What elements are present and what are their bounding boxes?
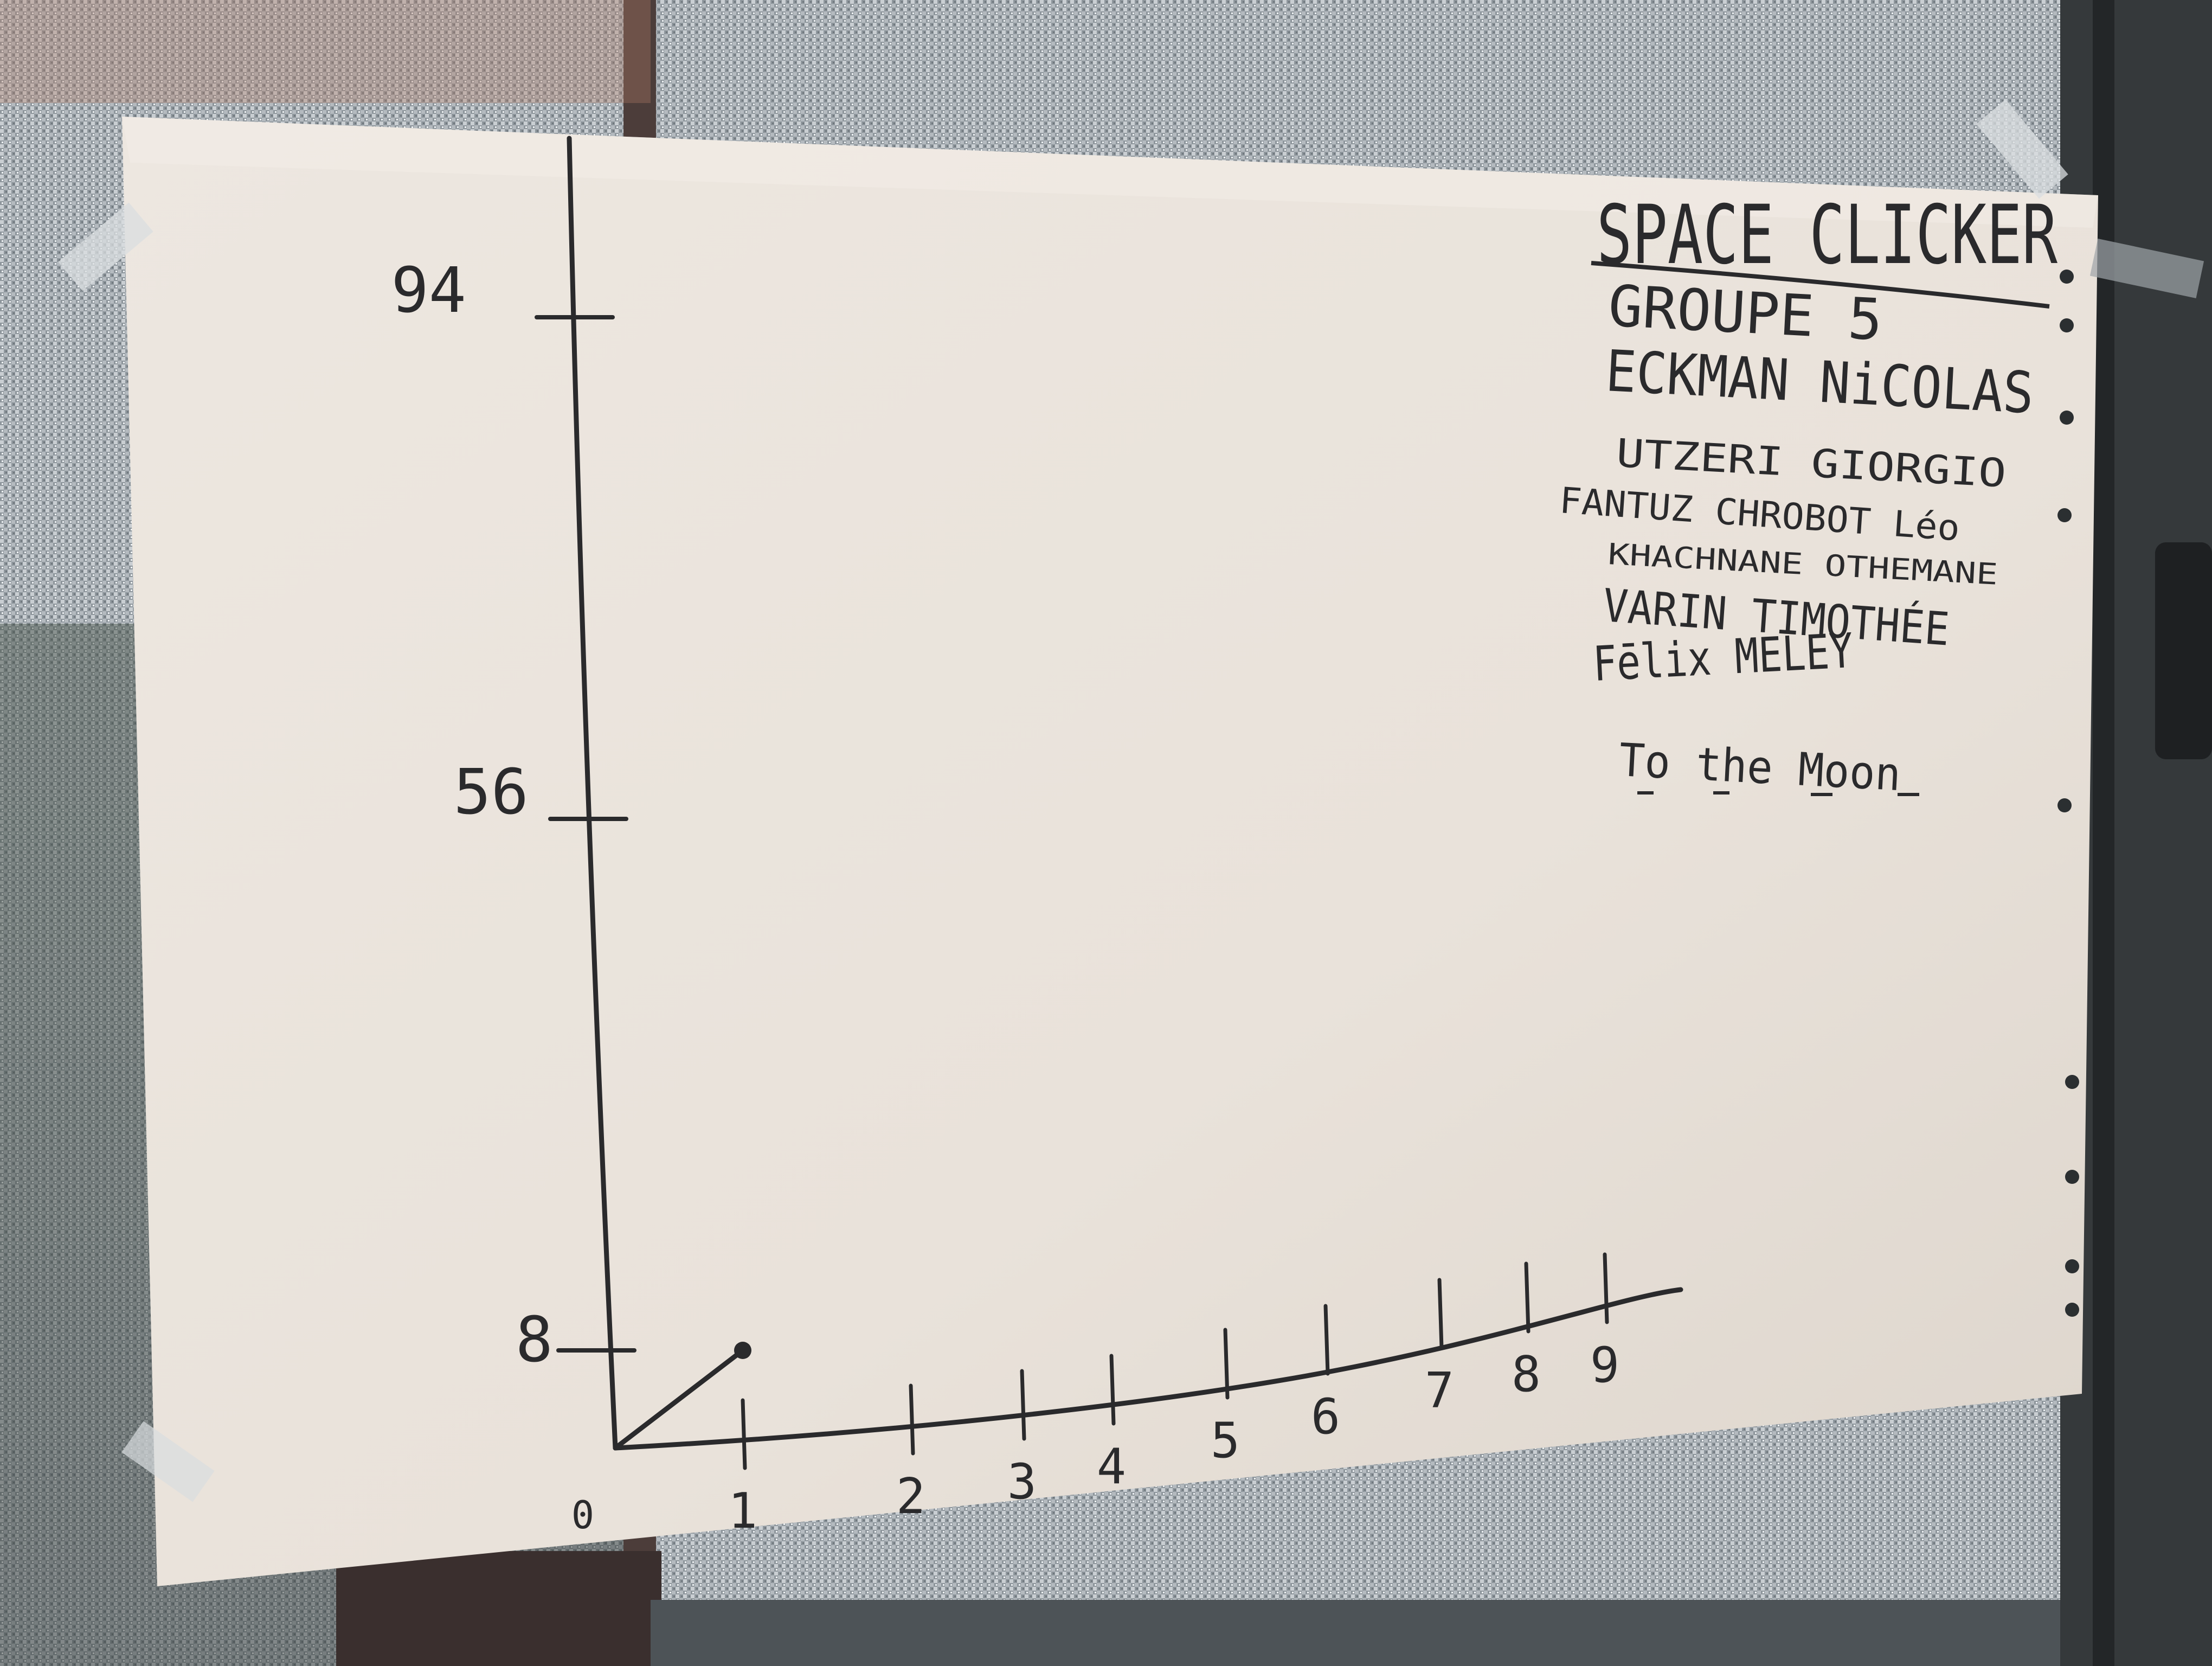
x-tick-mark	[1223, 1328, 1230, 1400]
y-tick-label: 56	[454, 756, 529, 829]
notes-block: SPACE CLICKER GROUPE 5 ECKMAN NiCOLAS UT…	[1558, 188, 2058, 801]
x-tick-mark	[741, 1398, 747, 1470]
x-tick-mark	[1020, 1369, 1026, 1441]
series-line	[613, 1348, 745, 1451]
x-tick-label: 2	[896, 1468, 925, 1525]
y-axis	[567, 136, 618, 1451]
series-point	[734, 1342, 751, 1359]
x-tick-mark	[1323, 1304, 1330, 1376]
origin-label: 0	[571, 1493, 594, 1537]
x-tick-label: 5	[1211, 1412, 1240, 1469]
x-tick-label: 4	[1097, 1438, 1126, 1495]
x-tick-label: 9	[1590, 1337, 1619, 1394]
x-tick-label: 7	[1425, 1362, 1454, 1419]
x-tick-mark	[909, 1383, 915, 1456]
tagline-dashes	[1637, 791, 1919, 796]
chart-title: SPACE CLICKER	[1597, 188, 2058, 283]
member-name: Fēlix MELEY	[1592, 623, 1855, 692]
flipchart-paper	[58, 99, 2204, 1586]
x-tick-mark	[1437, 1278, 1444, 1350]
x-tick-label: 8	[1512, 1346, 1541, 1403]
group-label: GROUPE 5	[1607, 273, 1884, 353]
x-tick-label: 1	[728, 1483, 757, 1540]
x-axis	[613, 1287, 1683, 1451]
chart	[535, 136, 1683, 1470]
title-underline	[1591, 261, 2050, 309]
x-tick-mark	[1109, 1354, 1116, 1426]
x-tick-mark	[1603, 1252, 1609, 1324]
x-tick-mark	[1524, 1261, 1531, 1334]
y-tick-label: 94	[391, 254, 466, 327]
y-tick-label: 8	[516, 1304, 553, 1376]
x-tick-label: 6	[1311, 1388, 1340, 1445]
x-tick-label: 3	[1007, 1453, 1037, 1510]
